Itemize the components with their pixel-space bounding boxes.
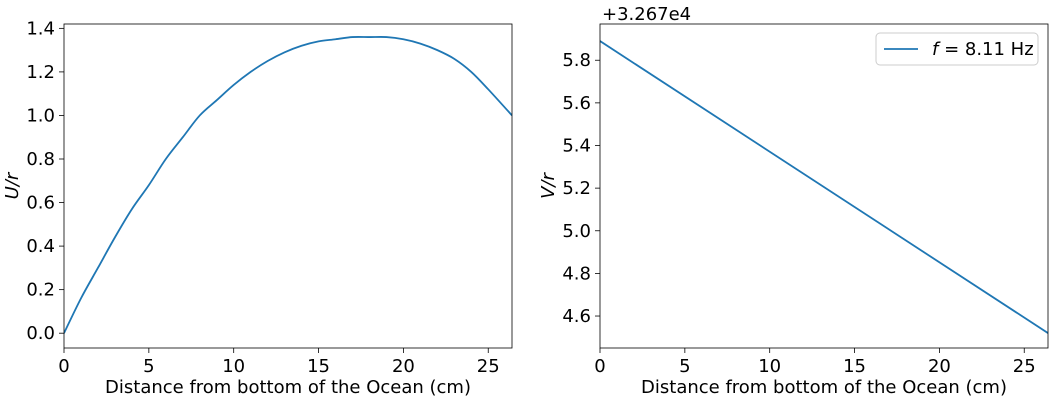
right-x-tick-label: 15 [843, 356, 866, 377]
legend-entry-label: f = 8.11 Hz [932, 39, 1034, 60]
right-series-line [600, 40, 1048, 334]
right-x-tick-label: 5 [679, 356, 690, 377]
left-chart-u-over-r: 0 5 10 15 20 25 0.0 0.2 0.4 0.6 0.8 1.0 1.2 1.4 Dist… [2, 18, 513, 398]
right-y-axis-label: V/r [538, 172, 559, 199]
left-x-tick-label: 0 [58, 356, 69, 377]
left-plot-lines [64, 36, 512, 334]
left-y-tick-label: 0.2 [26, 280, 55, 301]
legend-frame [875, 32, 1039, 66]
right-x-tick-label: 25 [1013, 356, 1036, 377]
left-y-tick-label: 0.0 [26, 323, 55, 344]
left-y-axis-label: U/r [2, 171, 23, 199]
left-x-tick-label: 10 [222, 356, 245, 377]
left-y-tick-label: 1.0 [26, 105, 55, 126]
right-x-tick-label: 20 [928, 356, 951, 377]
left-x-tick-label: 15 [307, 356, 330, 377]
right-y-tick-label: 5.8 [562, 50, 591, 71]
left-series-line [64, 36, 512, 334]
right-x-tick-label: 0 [594, 356, 605, 377]
right-y-offset-text: +3.267e4 [602, 4, 691, 25]
left-x-tick-label: 20 [392, 356, 415, 377]
left-y-tick-label: 0.6 [26, 193, 55, 214]
left-axes-frame [63, 23, 513, 349]
left-x-tick-label: 5 [143, 356, 154, 377]
right-y-tick-label: 4.8 [562, 263, 591, 284]
left-y-ticks: 0.0 0.2 0.4 0.6 0.8 1.0 1.2 1.4 [26, 18, 64, 344]
left-y-tick-label: 1.4 [26, 18, 55, 39]
right-legend: f = 8.11 Hz [875, 32, 1039, 66]
right-y-tick-label: 4.6 [562, 306, 591, 327]
left-y-tick-label: 0.8 [26, 149, 55, 170]
right-y-ticks: 4.6 4.8 5.0 5.2 5.4 5.6 5.8 [562, 50, 600, 327]
right-x-tick-label: 10 [758, 356, 781, 377]
left-y-tick-label: 0.4 [26, 236, 55, 257]
right-y-tick-label: 5.6 [562, 93, 591, 114]
right-axes-frame [599, 23, 1049, 349]
left-x-tick-label: 25 [477, 356, 500, 377]
right-x-axis-label: Distance from bottom of the Ocean (cm) [641, 377, 1007, 398]
left-x-ticks: 0 5 10 15 20 25 [58, 348, 500, 377]
right-chart-v-over-r: 0 5 10 15 20 25 4.6 4.8 5.0 5.2 5.4 5.6 5.8 Distanc… [538, 4, 1049, 398]
right-x-ticks: 0 5 10 15 20 25 [594, 348, 1036, 377]
left-y-tick-label: 1.2 [26, 62, 55, 83]
left-x-axis-label: Distance from bottom of the Ocean (cm) [105, 377, 471, 398]
right-y-tick-label: 5.4 [562, 136, 591, 157]
right-y-tick-label: 5.2 [562, 178, 591, 199]
right-y-tick-label: 5.0 [562, 221, 591, 242]
right-plot-lines [600, 40, 1048, 334]
